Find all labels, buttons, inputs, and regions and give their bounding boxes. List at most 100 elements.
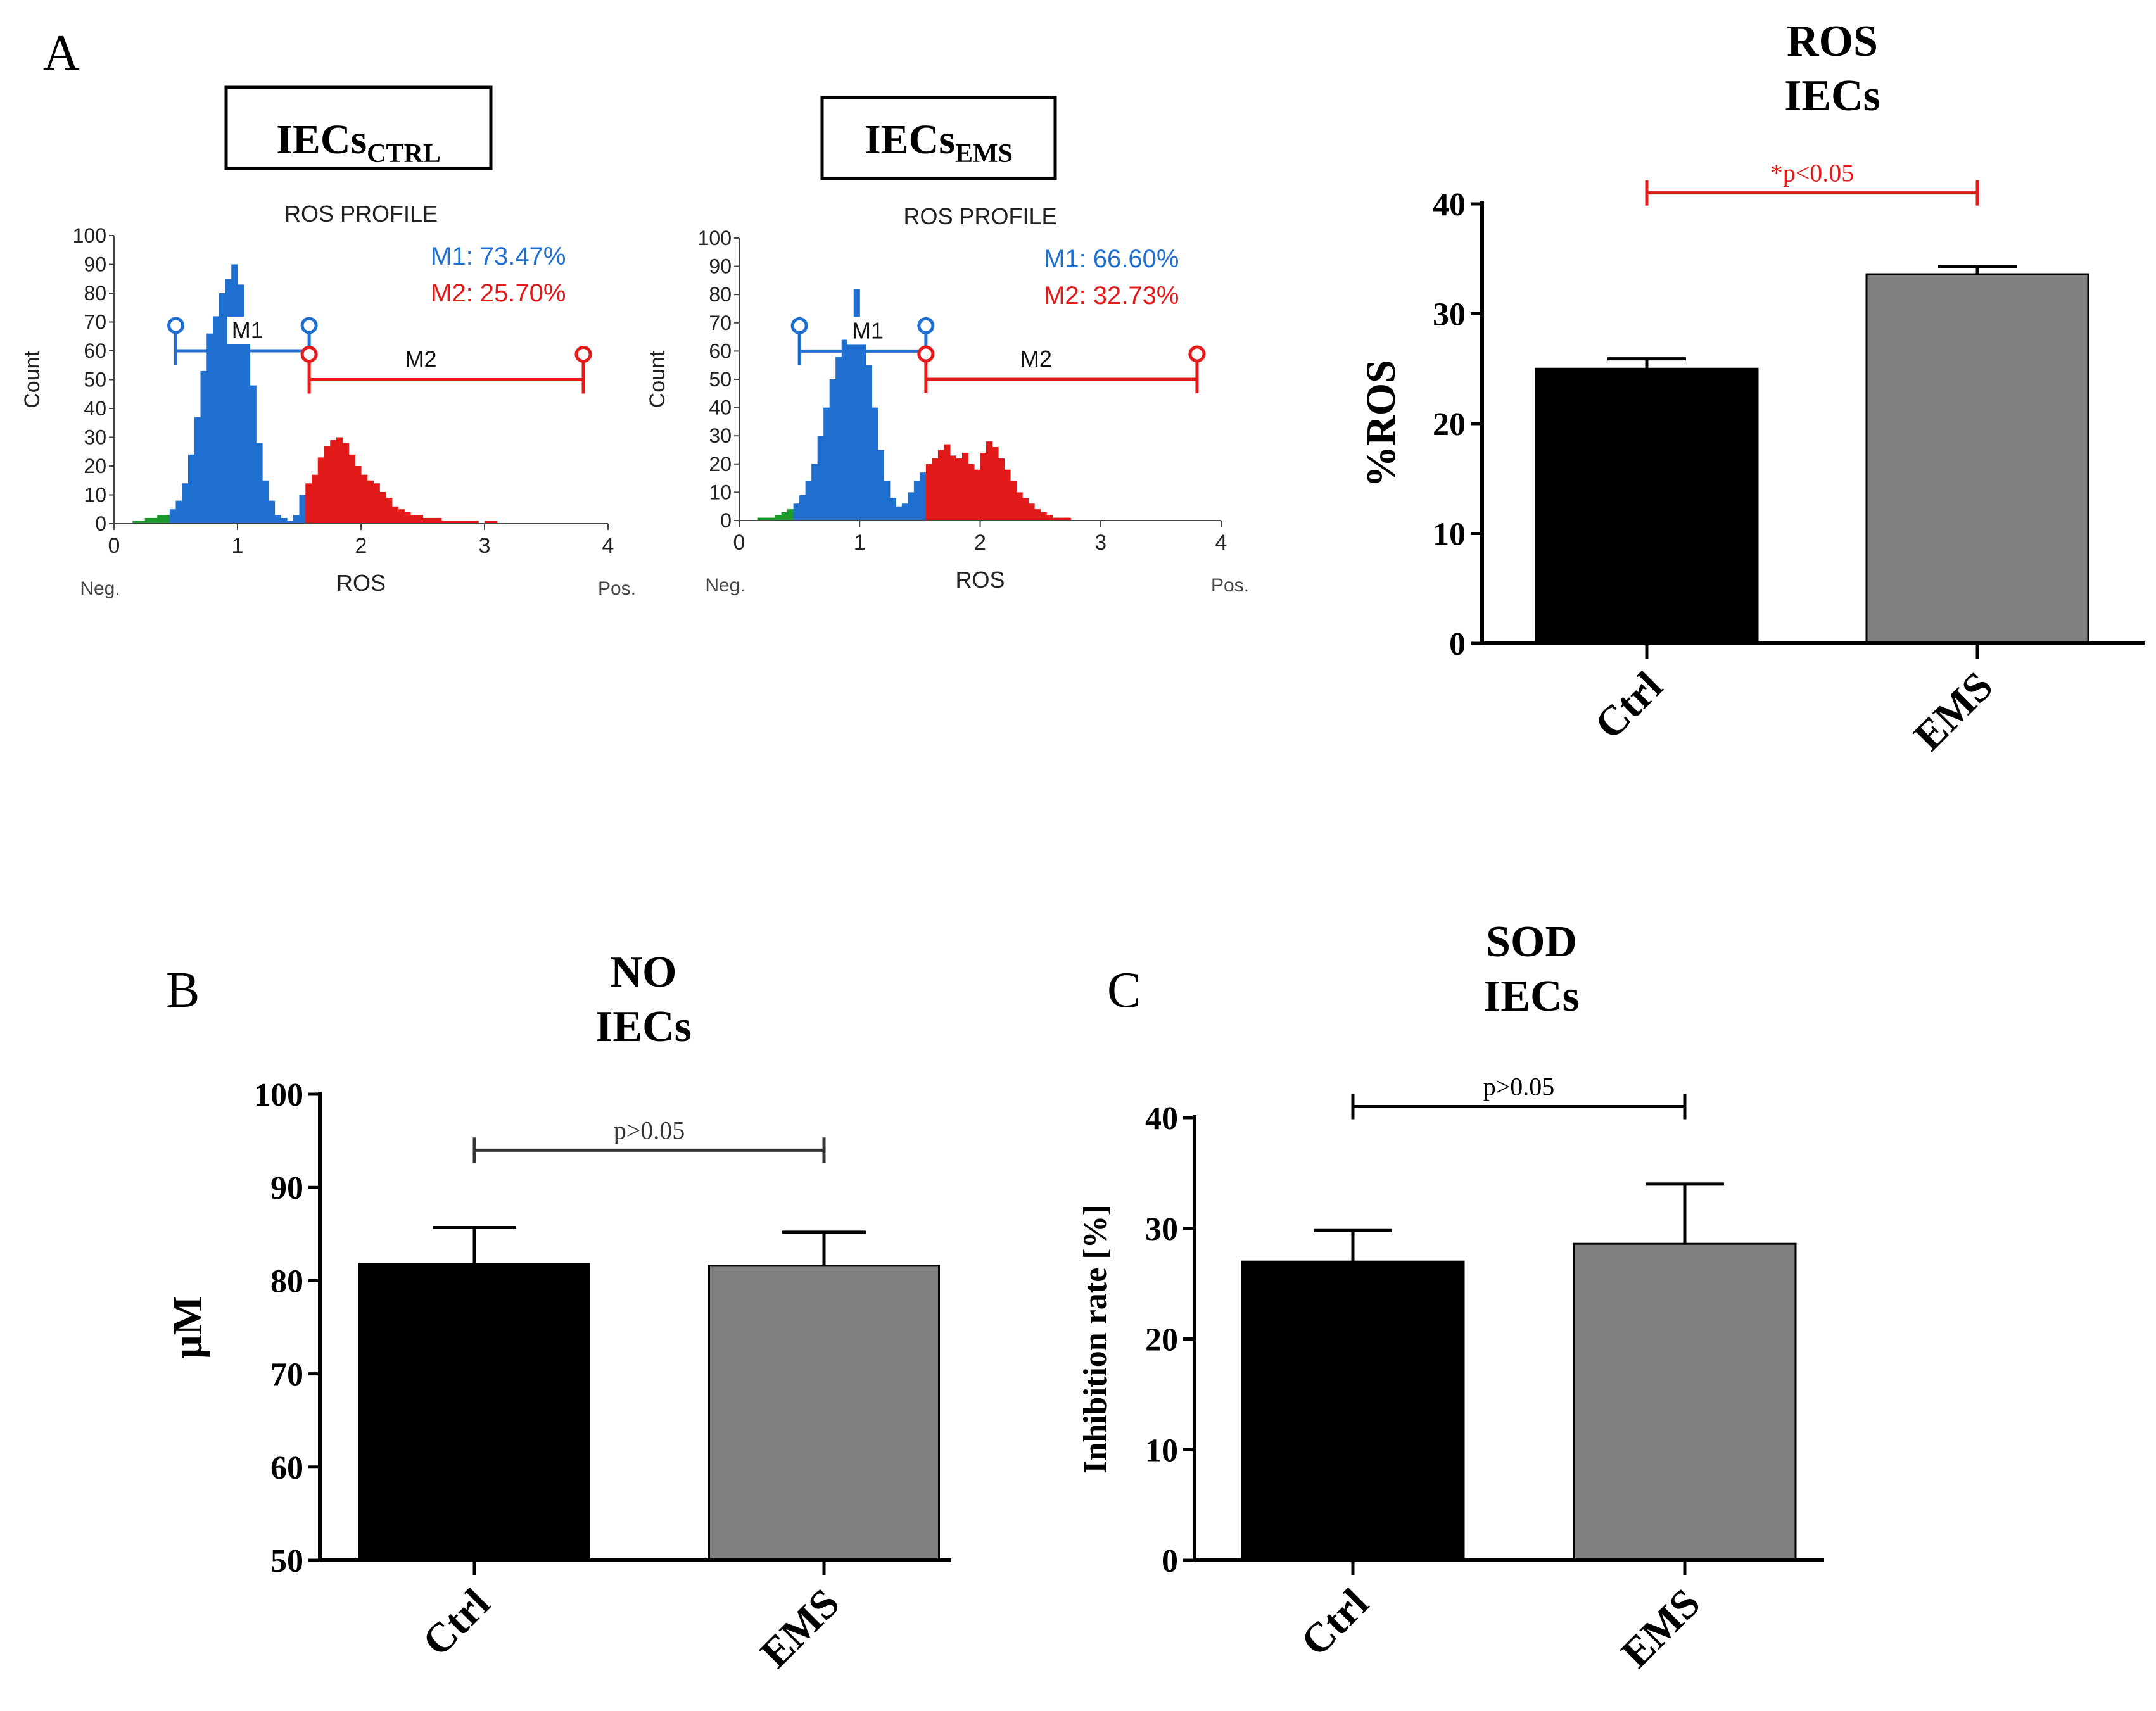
histogram-bin <box>151 517 158 524</box>
histogram-bin <box>980 452 987 521</box>
x-tick-label: 2 <box>355 534 367 558</box>
histogram-bin <box>817 436 824 521</box>
histogram-bin <box>1022 498 1029 521</box>
histogram-bin <box>889 498 896 521</box>
histogram-bin <box>200 370 207 524</box>
marker-label-m2: M2 <box>405 346 437 372</box>
histogram-bin <box>956 458 963 521</box>
y-tick-label: 10 <box>1145 1432 1178 1468</box>
y-axis-label: Inhibition rate [%] <box>1077 1204 1113 1474</box>
marker-handle <box>917 317 935 334</box>
y-tick-label: 20 <box>1433 407 1466 443</box>
histogram-bin <box>1052 517 1059 521</box>
y-tick-label: 20 <box>1145 1322 1178 1358</box>
histogram-bin <box>853 289 860 521</box>
histogram-bin <box>262 480 269 524</box>
group-box-ems <box>820 96 1057 180</box>
histogram-bin <box>256 443 263 524</box>
histogram-bin <box>1028 503 1035 521</box>
x-tick-label: 4 <box>602 534 614 558</box>
histogram-bin <box>169 509 177 524</box>
x-tick-label: 4 <box>1215 531 1227 555</box>
histogram-bin <box>163 515 170 524</box>
group-box-ctrl <box>224 85 493 170</box>
x-tick-label: Ctrl <box>414 1580 499 1665</box>
histogram-bin <box>805 481 812 521</box>
histogram-bin <box>293 515 300 524</box>
histogram-bin <box>992 447 999 521</box>
y-tick-label: 100 <box>698 227 732 249</box>
histogram-bin <box>865 365 872 521</box>
y-tick-label: 90 <box>84 253 106 276</box>
x-tick-label: EMS <box>1613 1580 1709 1677</box>
group-label-ctrl-main: IECs <box>276 117 367 163</box>
histogram-bin <box>441 521 448 524</box>
histogram-bin <box>231 264 238 524</box>
histogram-bin <box>1064 517 1071 521</box>
y-tick-label: 90 <box>709 255 732 278</box>
histogram-bin <box>447 521 454 524</box>
chart-title-line: IECs <box>1784 72 1880 120</box>
y-axis-label: Count <box>20 351 44 408</box>
histogram-bin <box>908 492 915 521</box>
histogram-bin <box>466 521 473 524</box>
histogram-bin <box>342 443 350 524</box>
histogram-bin <box>961 452 969 521</box>
histogram-bin <box>324 446 331 524</box>
group-label-ctrl-sub: CTRL <box>367 139 441 168</box>
y-tick-label: 40 <box>84 397 106 420</box>
panel-label-b: B <box>166 963 200 1018</box>
histogram-bin <box>398 509 405 524</box>
y-tick-label: 20 <box>709 453 732 476</box>
y-tick-label: 50 <box>270 1543 303 1579</box>
group-label-ems: IECsEMS <box>865 117 1013 168</box>
stat-label: M1: 73.47% <box>431 243 566 270</box>
histogram-bin <box>793 503 800 521</box>
histogram-ems: ROS PROFILE 0 10 20 30 40 50 60 70 80 90 100 0 1 2 3 4 RO… <box>645 203 1249 596</box>
x-tick-label: 2 <box>974 531 986 555</box>
histogram-bin <box>949 455 957 521</box>
hist-title: ROS PROFILE <box>903 203 1056 229</box>
y-tick-label: 40 <box>1145 1101 1178 1137</box>
histogram-bin <box>998 458 1005 521</box>
chart-title-line: ROS <box>1787 17 1878 66</box>
bar-chart-no: NO IECs 50 60 70 80 90 100 Ctrl EMS μM p>0.05 <box>165 948 951 1677</box>
marker-handle <box>917 345 935 363</box>
marker-label-bg <box>227 317 268 344</box>
y-tick-label: 20 <box>84 455 106 477</box>
x-tick-label: 3 <box>479 534 491 558</box>
chart-title-line: NO <box>611 948 677 997</box>
x-tick-label: Ctrl <box>1292 1580 1378 1665</box>
histogram-bin <box>1034 509 1041 521</box>
y-axis-label: %ROS <box>1358 360 1404 488</box>
histogram-bin <box>361 474 368 524</box>
x-axis-label: ROS <box>336 570 386 596</box>
histogram-bin <box>386 498 393 524</box>
bar <box>1535 367 1759 645</box>
histogram-bin <box>213 316 220 524</box>
histogram-bin <box>157 515 164 524</box>
histogram-bin <box>829 379 836 521</box>
histogram-bin <box>884 481 891 521</box>
x-axis-label: ROS <box>955 567 1005 593</box>
histogram-bin <box>937 450 945 521</box>
y-tick-label: 100 <box>73 224 106 247</box>
histogram-bin <box>373 483 380 524</box>
x-left-label: Neg. <box>705 575 745 596</box>
histogram-bin <box>925 464 932 521</box>
y-tick-label: 60 <box>270 1450 303 1486</box>
marker-handle <box>1188 345 1206 363</box>
y-tick-label: 60 <box>84 339 106 362</box>
y-tick-label: 60 <box>709 339 732 362</box>
significance-label: *p<0.05 <box>1770 159 1855 187</box>
histogram-bin <box>799 495 806 521</box>
histogram-bin <box>268 500 276 524</box>
histogram-bin <box>416 515 424 524</box>
histogram-bin <box>391 506 399 524</box>
histogram-bin <box>841 339 848 521</box>
stat-label: M2: 25.70% <box>431 279 566 307</box>
y-tick-label: 10 <box>1433 517 1466 553</box>
y-tick-label: 30 <box>1145 1211 1178 1247</box>
chart-title-line: SOD <box>1486 918 1577 966</box>
histogram-bin <box>872 407 878 521</box>
